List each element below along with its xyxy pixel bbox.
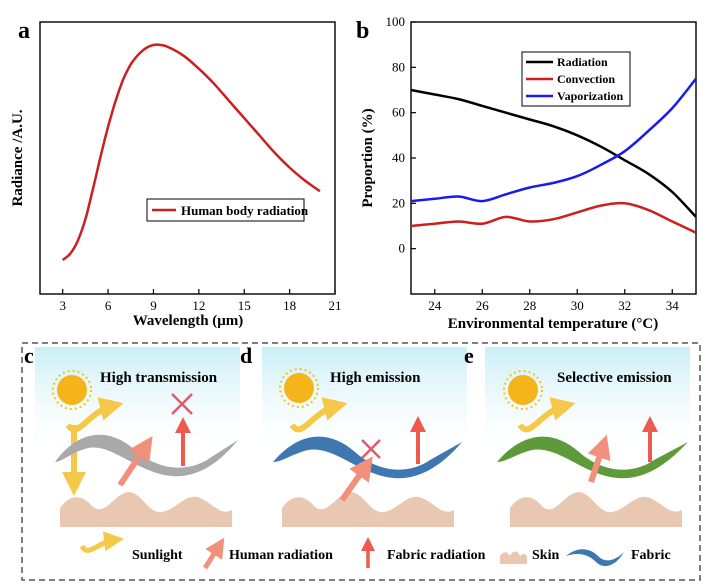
- legend-sunlight-label: Sunlight: [132, 548, 183, 563]
- chart-b-xtick-label: 28: [523, 298, 536, 313]
- sunlight-reflect-arrow-e: [517, 397, 576, 433]
- chart-a-legend-label: Human body radiation: [181, 203, 309, 218]
- chart-b-ytick-label: 20: [392, 195, 405, 210]
- chart-b-series-vaporization: [410, 77, 697, 203]
- sunlight-legend-icon: [79, 531, 124, 553]
- chart-b: 24 26 28 30 32 34 0 20 40 60 80 100 Radiation Conve…: [360, 14, 697, 332]
- panel-e-letter: e: [464, 343, 474, 368]
- legend-skin-label: Skin: [532, 548, 559, 563]
- chart-b-ytick-label: 0: [399, 241, 406, 256]
- chart-b-legend-label-radiation: Radiation: [557, 55, 608, 69]
- chart-b-xtick-label: 34: [666, 298, 680, 313]
- sun-icon: [279, 368, 319, 408]
- sun-icon: [503, 370, 543, 410]
- chart-a-xtick-label: 15: [238, 298, 251, 313]
- chart-a-xtick-label: 12: [192, 298, 205, 313]
- chart-a-xtick-label: 3: [59, 298, 66, 313]
- chart-a-ylabel: Radiance /A.U.: [10, 109, 26, 206]
- fabric-blue: [273, 436, 462, 479]
- chart-b-series-convection: [410, 201, 697, 234]
- chart-a-xtick-label: 9: [150, 298, 157, 313]
- chart-a: 3 6 9 12 15 18 21 Human body radiation Wavelen…: [10, 21, 342, 329]
- blocked-cross-icon: [361, 439, 381, 459]
- sky-c: [35, 347, 240, 462]
- skin-c: [60, 492, 232, 527]
- chart-a-xlabel: Wavelength (μm): [133, 313, 244, 329]
- fabric-green: [497, 436, 688, 479]
- chart-a-series-line: [61, 43, 321, 261]
- human-radiation-arrow-d: [339, 456, 373, 502]
- human-radiation-arrow-e: [587, 434, 611, 483]
- chart-b-series-radiation: [410, 88, 697, 218]
- chart-b-legend-label-convection: Convection: [557, 72, 615, 86]
- legend-fabric-label: Fabric: [631, 548, 671, 563]
- chart-b-ytick-label: 60: [392, 105, 405, 120]
- panel-a-letter: a: [18, 18, 30, 44]
- chart-a-xtick-label: 6: [105, 298, 112, 313]
- skin-legend-icon: [500, 551, 527, 564]
- chart-b-ytick-label: 40: [392, 150, 405, 165]
- fabric-legend-icon: [566, 549, 624, 567]
- chart-a-xtick-label: 18: [283, 298, 296, 313]
- schematic-border: [21, 342, 701, 581]
- chart-b-ylabel: Proportion (%): [360, 108, 376, 207]
- chart-b-xtick-label: 32: [618, 298, 631, 313]
- sunlight-reflect-arrow-c: [65, 397, 124, 433]
- panel-c-title: High transmission: [100, 370, 218, 386]
- chart-b-xtick-label: 30: [571, 298, 584, 313]
- blocked-cross-icon: [171, 393, 193, 415]
- chart-b-ytick-label: 100: [386, 14, 406, 29]
- human-radiation-arrow-c: [117, 436, 153, 487]
- panel-c-letter: c: [24, 343, 34, 368]
- chart-b-xtick-label: 26: [476, 298, 490, 313]
- panel-b-letter: b: [356, 18, 369, 44]
- sun-icon: [52, 370, 92, 410]
- legend-fabric-radiation-label: Fabric radiation: [387, 548, 486, 563]
- skin-d: [282, 492, 454, 527]
- chart-b-legend-label-vaporization: Vaporization: [557, 89, 624, 103]
- sunlight-reflect-arrow-d: [289, 397, 348, 433]
- panel-d-title: High emission: [330, 370, 421, 386]
- human-radiation-legend-icon: [202, 537, 225, 570]
- skin-e: [510, 492, 682, 527]
- fabric-gray: [55, 434, 238, 477]
- chart-b-ytick-label: 80: [392, 59, 405, 74]
- chart-b-xlabel: Environmental temperature (°C): [448, 316, 658, 332]
- chart-a-xtick-label: 21: [329, 298, 342, 313]
- chart-b-xtick-label: 24: [428, 298, 442, 313]
- schematic: c High transmission d High emission e Se…: [21, 342, 701, 581]
- sky-e: [485, 347, 690, 462]
- chart-a-frame: [39, 21, 336, 295]
- panel-e-title: Selective emission: [557, 370, 672, 386]
- legend-human-radiation-label: Human radiation: [229, 548, 333, 563]
- panel-d-letter: d: [240, 343, 252, 368]
- chart-a-legend-box: [146, 198, 305, 222]
